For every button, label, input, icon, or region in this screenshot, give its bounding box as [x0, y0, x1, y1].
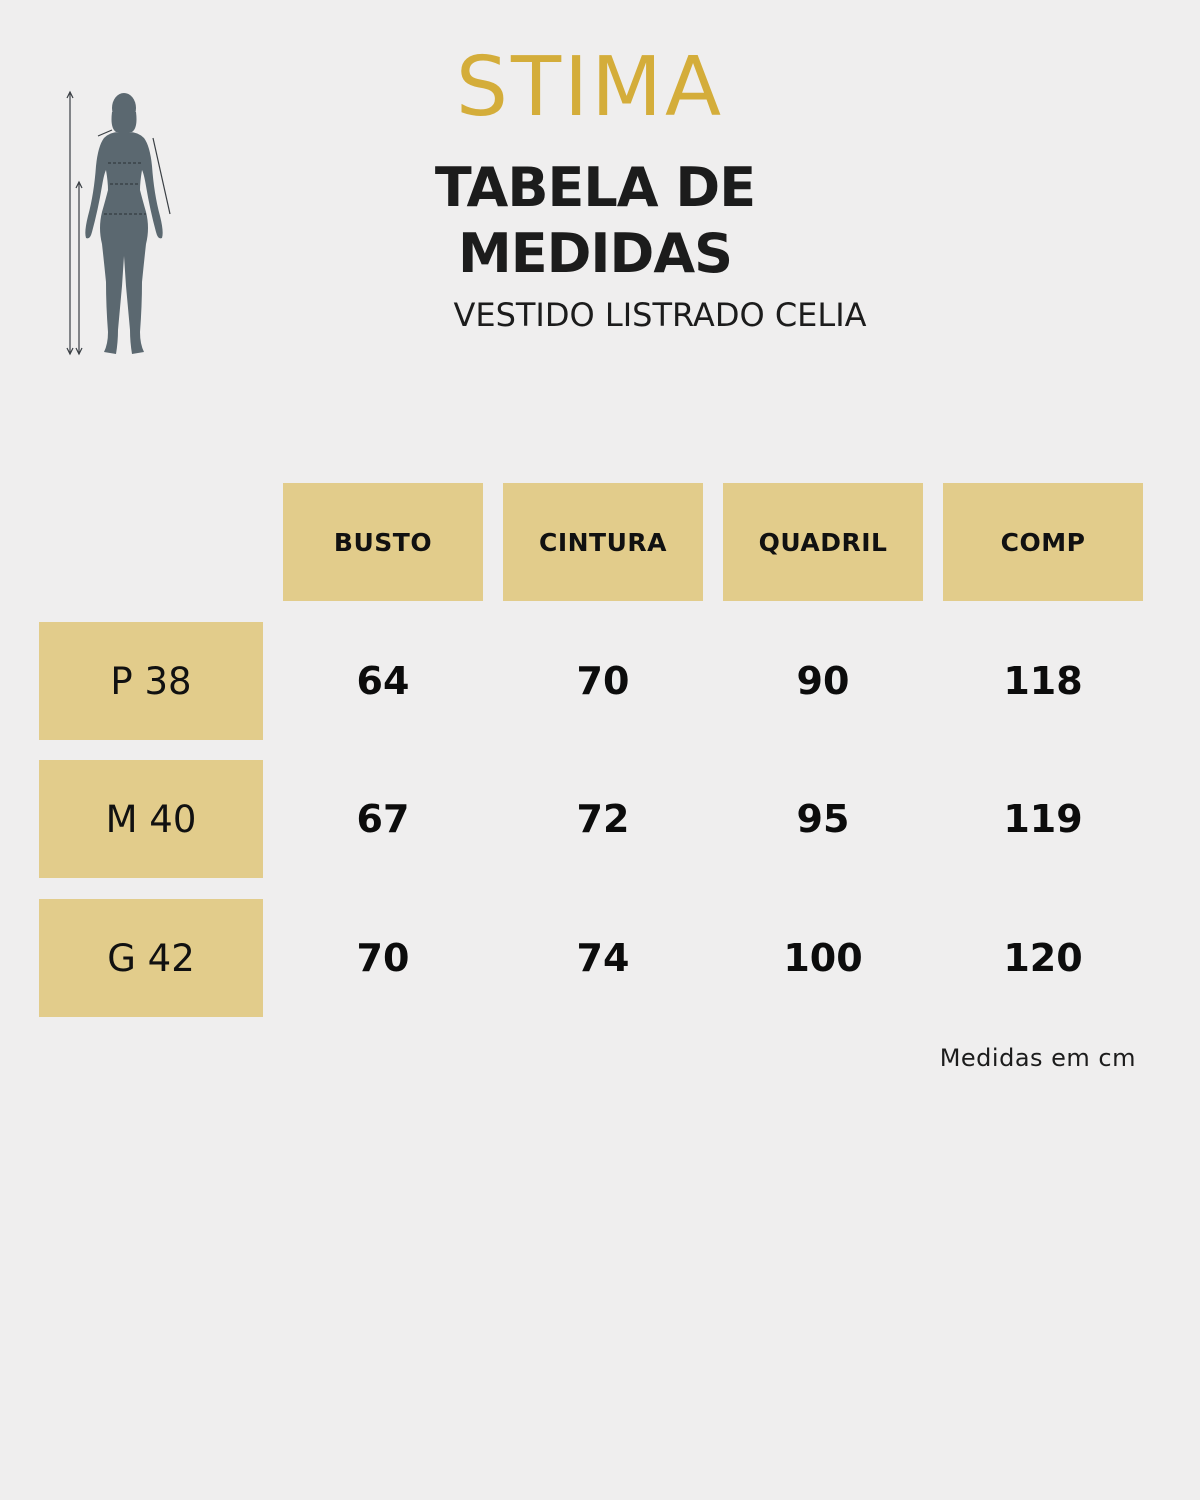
table-cell: 74 — [576, 936, 630, 980]
table-cell: 64 — [356, 659, 410, 703]
table-cell: 72 — [576, 797, 630, 841]
size-label-p38: P 38 — [39, 622, 263, 740]
column-header-cintura: CINTURA — [503, 483, 703, 601]
column-header-busto: BUSTO — [283, 483, 483, 601]
table-cell: 95 — [796, 797, 850, 841]
table-cell: 119 — [1003, 797, 1083, 841]
table-cell: 120 — [1003, 936, 1083, 980]
table-cell: 100 — [783, 936, 863, 980]
size-label-g42: G 42 — [39, 899, 263, 1017]
table-cell: 67 — [356, 797, 410, 841]
unit-note: Medidas em cm — [939, 1044, 1136, 1072]
brand-logo: STIMA — [455, 40, 725, 135]
table-cell: 70 — [356, 936, 410, 980]
product-name: VESTIDO LISTRADO CELIA — [453, 296, 867, 334]
table-cell: 90 — [796, 659, 850, 703]
size-label-m40: M 40 — [39, 760, 263, 878]
column-header-comp: COMP — [943, 483, 1143, 601]
body-measurement-silhouette-icon — [66, 90, 171, 356]
table-cell: 118 — [1003, 659, 1083, 703]
column-header-quadril: QUADRIL — [723, 483, 923, 601]
page-title: TABELA DE MEDIDAS — [434, 156, 756, 285]
table-cell: 70 — [576, 659, 630, 703]
